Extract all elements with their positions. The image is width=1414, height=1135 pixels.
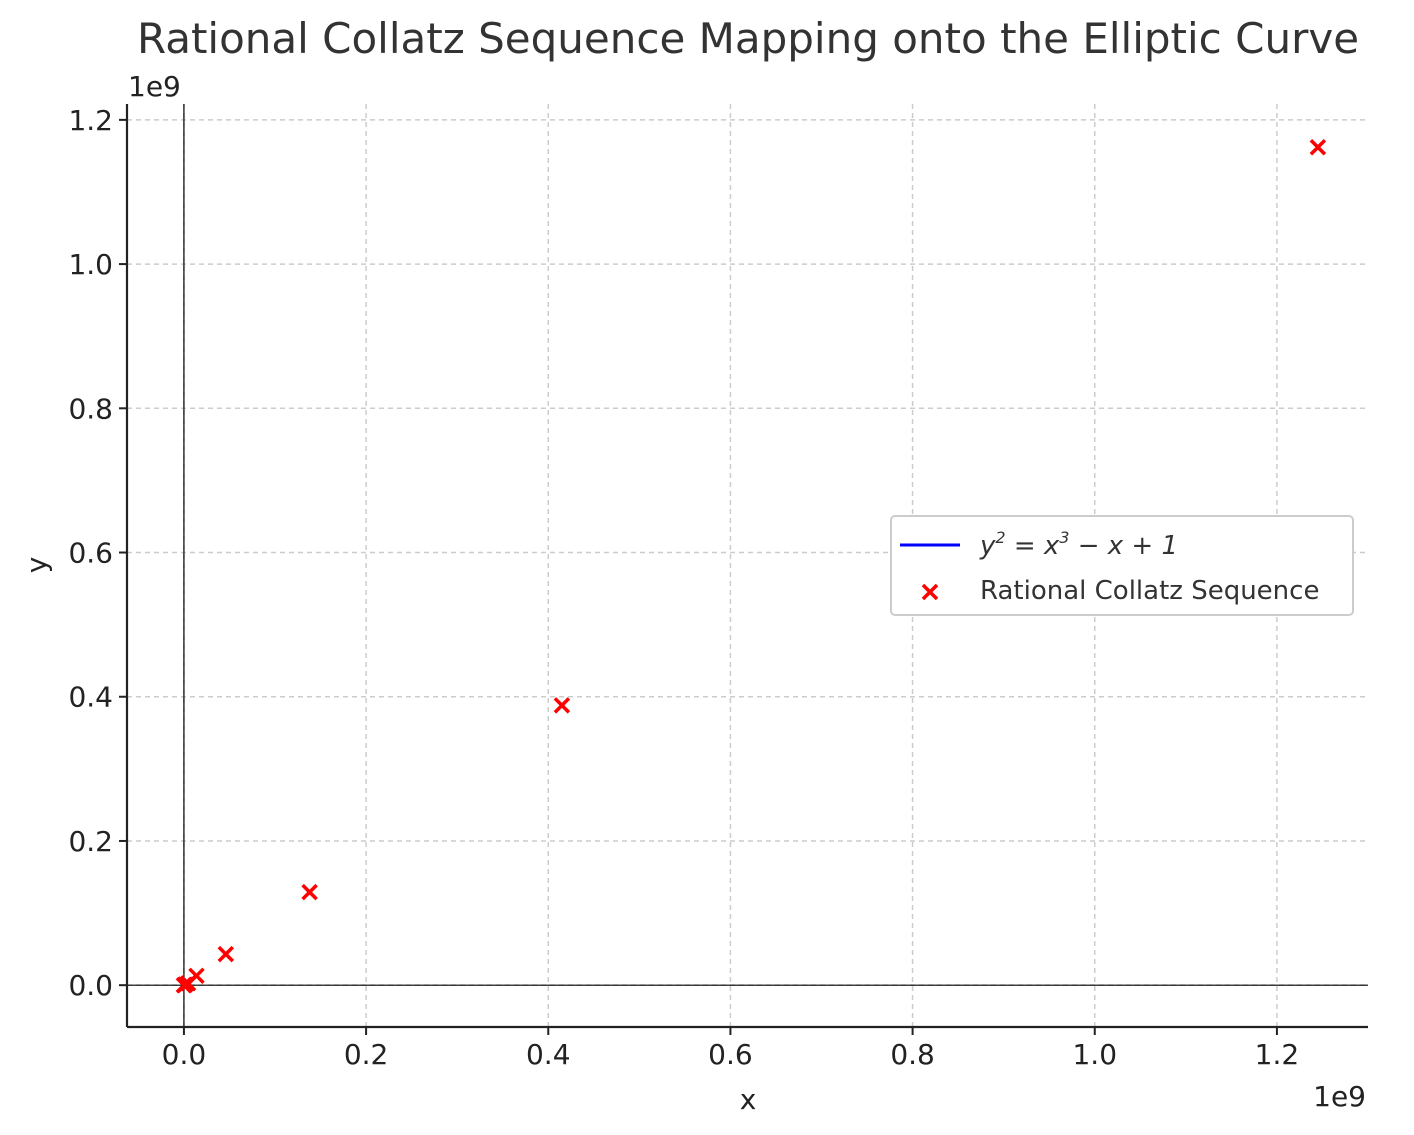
x-tick-label: 0.4: [526, 1038, 571, 1071]
y-tick-label: 0.2: [68, 825, 113, 858]
x-tick-label: 1.0: [1072, 1038, 1117, 1071]
scatter-point: [301, 883, 318, 901]
y-ticks: 0.0 0.2 0.4 0.6 0.8 1.0 1.2: [68, 104, 127, 1002]
x-ticks: 0.0 0.2 0.4 0.6 0.8 1.0 1.2: [162, 1027, 1300, 1071]
x-tick-label: 0.8: [890, 1038, 935, 1071]
scatter-point: [217, 945, 235, 963]
y-tick-label: 0.6: [68, 537, 113, 570]
legend-box: [890, 515, 1354, 616]
series-points: [175, 139, 1327, 994]
legend-label-curve: y2 = x3 − x + 1: [979, 528, 1178, 561]
y-tick-label: 0.4: [68, 681, 113, 714]
scatter-point: [1309, 139, 1327, 156]
y-offset-label: 1e9: [128, 70, 181, 103]
x-marker-stroke: [553, 697, 571, 714]
legend-label-points: Rational Collatz Sequence: [980, 576, 1319, 606]
x-tick-label: 0.0: [162, 1038, 207, 1071]
legend-marker-swatch: [921, 583, 939, 601]
scatter-point: [553, 697, 571, 714]
legend-x-marker: [921, 583, 939, 601]
legend: y2 = x3 − x + 1 Rational Collatz Sequenc…: [890, 515, 1354, 616]
y-tick-label: 1.0: [68, 248, 113, 281]
zero-lines: [127, 104, 1368, 1027]
x-marker-stroke: [188, 967, 205, 985]
x-tick-label: 0.6: [708, 1038, 753, 1071]
x-tick-label: 1.2: [1255, 1038, 1300, 1071]
y-tick-label: 0.0: [68, 969, 113, 1002]
x-marker-stroke: [217, 945, 235, 963]
x-marker-stroke: [301, 883, 318, 901]
x-tick-label: 0.2: [344, 1038, 389, 1071]
axes-frame: [125, 104, 1368, 1029]
chart-title: Rational Collatz Sequence Mapping onto t…: [137, 14, 1359, 63]
y-tick-label: 0.8: [68, 392, 113, 425]
scatter-point: [188, 967, 205, 985]
x-marker-stroke: [921, 583, 939, 601]
y-tick-label: 1.2: [68, 104, 113, 137]
x-axis-label: x: [740, 1083, 757, 1116]
x-marker-stroke: [1309, 139, 1327, 156]
y-axis-label: y: [20, 557, 53, 574]
x-offset-label: 1e9: [1313, 1080, 1366, 1113]
